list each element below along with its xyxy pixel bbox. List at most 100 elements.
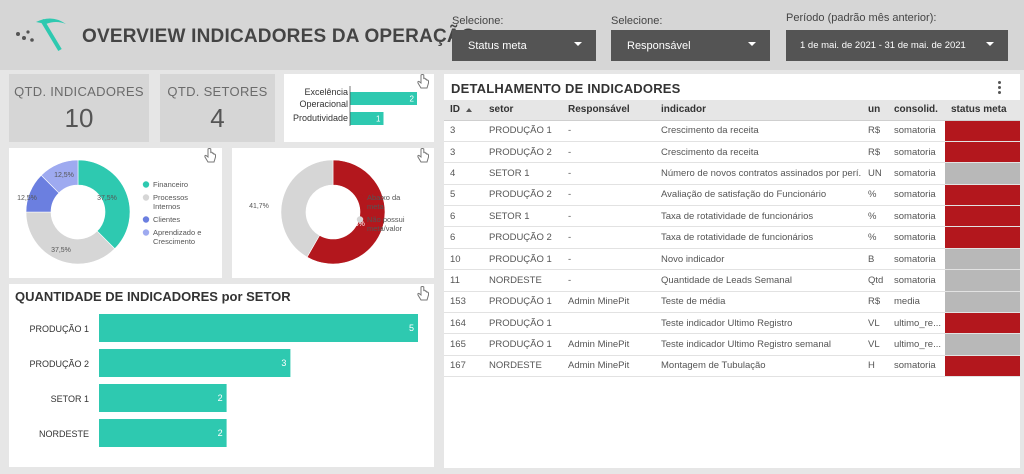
- status-meta-cell: [945, 205, 1020, 228]
- cell-indicador: Quantidade de Leads Semanal: [655, 269, 862, 292]
- table-row[interactable]: 164 PRODUÇÃO 1 Teste indicador Ultimo Regi…: [444, 312, 1020, 335]
- cell-un: B: [862, 248, 888, 271]
- date-range-value: 1 de mai. de 2021 - 31 de mai. de 2021: [800, 40, 966, 51]
- bar-category-label: PRODUÇÃO 2: [29, 359, 89, 369]
- table-row[interactable]: 153 PRODUÇÃO 1 Admin MinePit Teste de média…: [444, 291, 1020, 314]
- cell-un: VL: [862, 312, 888, 335]
- cell-un: %: [862, 226, 888, 249]
- table-row[interactable]: 6 PRODUÇÃO 2- Taxa de rotatividade de func…: [444, 226, 1020, 249]
- cell-resp: -: [562, 205, 655, 228]
- cell-consol: ultimo_re...: [888, 333, 945, 356]
- cell-resp: Admin MinePit: [562, 355, 655, 378]
- cell-un: R$: [862, 291, 888, 314]
- table-row[interactable]: 3 PRODUÇÃO 2- Crescimento da receita R$ soma…: [444, 141, 1020, 164]
- cell-setor: SETOR 1: [483, 162, 562, 185]
- bar-value-label: 1: [376, 115, 381, 124]
- more-options-icon[interactable]: [998, 81, 1002, 95]
- cell-consol: somatoria: [888, 226, 945, 249]
- cell-id: 165: [444, 333, 483, 356]
- legend-label: Não possui: [367, 215, 405, 224]
- bar: [350, 92, 417, 105]
- perspectiva-donut-chart: 37,5% 37,5% 12,5% 12,5% Financeiro ProcessosI…: [17, 159, 201, 265]
- status-donut-card: 58,3% 41,7% Abaixo da meta Não possui meta/va…: [232, 148, 434, 278]
- table-row[interactable]: 5 PRODUÇÃO 2- Avaliação de satisfação do F…: [444, 184, 1020, 207]
- cell-resp: -: [562, 226, 655, 249]
- cell-consol: somatoria: [888, 269, 945, 292]
- setor-bar-card: QUANTIDADE DE INDICADORES por SETOR PRODU…: [9, 284, 434, 467]
- table-row[interactable]: 167 NORDESTE Admin MinePit Montagem de Tubu…: [444, 355, 1020, 378]
- cell-resp: Admin MinePit: [562, 333, 655, 356]
- cell-id: 6: [444, 205, 483, 228]
- table-header-row: ID setor Responsável indicador un consolid. st…: [444, 100, 1020, 121]
- donut-value-label: 12,5%: [17, 195, 37, 202]
- cell-indicador: Montagem de Tubulação: [655, 355, 862, 378]
- bar: [350, 112, 384, 125]
- table-row[interactable]: 6 SETOR 1- Taxa de rotatividade de funcion…: [444, 205, 1020, 228]
- cell-resp: -: [562, 184, 655, 207]
- pointer-hand-icon[interactable]: [416, 74, 430, 90]
- kpi-label: QTD. SETORES: [167, 84, 268, 99]
- cell-setor: PRODUÇÃO 1: [483, 291, 562, 314]
- kpi-qtd-indicadores: QTD. INDICADORES 10: [9, 74, 149, 142]
- column-header[interactable]: un: [862, 100, 888, 121]
- bar: [99, 349, 291, 377]
- perspectiva-donut-card: 37,5% 37,5% 12,5% 12,5% Financeiro Processos I…: [9, 148, 222, 278]
- cell-setor: PRODUÇÃO 1: [483, 248, 562, 271]
- chart-title: QUANTIDADE DE INDICADORES por SETOR: [15, 289, 291, 304]
- cell-indicador: Teste indicador Ultimo Registro semanal: [655, 333, 862, 356]
- status-meta-dropdown[interactable]: Status meta: [452, 30, 596, 61]
- column-header[interactable]: ID: [444, 100, 483, 121]
- table-row[interactable]: 165 PRODUÇÃO 1 Admin MinePit Teste indicado…: [444, 333, 1020, 356]
- table-row[interactable]: 4 SETOR 1- Número de novos contratos assin…: [444, 162, 1020, 185]
- sort-ascending-icon: [466, 107, 472, 112]
- pointer-hand-icon[interactable]: [416, 148, 430, 164]
- legend-marker: [142, 194, 150, 201]
- legend-label: meta/valor: [367, 224, 403, 233]
- column-header[interactable]: consolid.: [888, 100, 945, 121]
- indicadores-por-setor-chart: QUANTIDADE DE INDICADORES por SETOR PRODU…: [15, 289, 418, 447]
- cell-setor: PRODUÇÃO 2: [483, 141, 562, 164]
- cell-consol: somatoria: [888, 205, 945, 228]
- cell-indicador: Novo indicador: [655, 248, 862, 271]
- bar-value-label: 2: [218, 393, 223, 403]
- column-header[interactable]: indicador: [655, 100, 862, 121]
- cell-consol: somatoria: [888, 248, 945, 271]
- cell-id: 11: [444, 269, 483, 292]
- column-header[interactable]: Responsável: [562, 100, 655, 121]
- donut-slice: [77, 159, 131, 250]
- column-header[interactable]: setor: [483, 100, 562, 121]
- bar: [99, 419, 227, 447]
- cell-consol: somatoria: [888, 120, 945, 142]
- legend-marker: [356, 194, 364, 201]
- kpi-value: 10: [64, 103, 94, 133]
- donut-slice: [25, 211, 116, 265]
- cell-indicador: Taxa de rotatividade de funcionários: [655, 205, 862, 228]
- kpi-value: 4: [210, 103, 225, 133]
- legend-marker: [142, 216, 150, 223]
- donut-slice: [306, 159, 386, 265]
- donut-slice: [40, 159, 79, 194]
- cell-id: 3: [444, 141, 483, 164]
- indicadores-table: ID setor Responsável indicador un consolid. st…: [444, 100, 1020, 378]
- table-row[interactable]: 11 NORDESTE - Quantidade de Leads Semanal Qt…: [444, 269, 1020, 292]
- donut-value-label: 41,7%: [249, 203, 269, 210]
- legend-label: Internos: [153, 202, 180, 211]
- pointer-hand-icon[interactable]: [416, 286, 430, 302]
- cell-id: 153: [444, 291, 483, 314]
- donut-value-label: 37,5%: [97, 195, 117, 202]
- pointer-hand-icon[interactable]: [203, 148, 217, 164]
- perspectiva-bar-chart: Excelência Operacional 2 Produtividade 1: [293, 86, 417, 126]
- legend-label: meta: [367, 202, 385, 211]
- cell-consol: somatoria: [888, 184, 945, 207]
- cell-consol: ultimo_re...: [888, 312, 945, 335]
- responsavel-dropdown[interactable]: Responsável: [611, 30, 770, 61]
- table-row[interactable]: 3 PRODUÇÃO 1- Crescimento da receita R$ soma…: [444, 120, 1020, 142]
- legend-label: Abaixo da: [367, 193, 401, 202]
- cell-id: 10: [444, 248, 483, 271]
- column-header[interactable]: status meta: [945, 100, 1020, 121]
- responsavel-dropdown-value: Responsável: [627, 39, 691, 52]
- cell-id: 4: [444, 162, 483, 185]
- status-meta-cell: [945, 269, 1020, 292]
- date-range-picker[interactable]: 1 de mai. de 2021 - 31 de mai. de 2021: [786, 30, 1008, 61]
